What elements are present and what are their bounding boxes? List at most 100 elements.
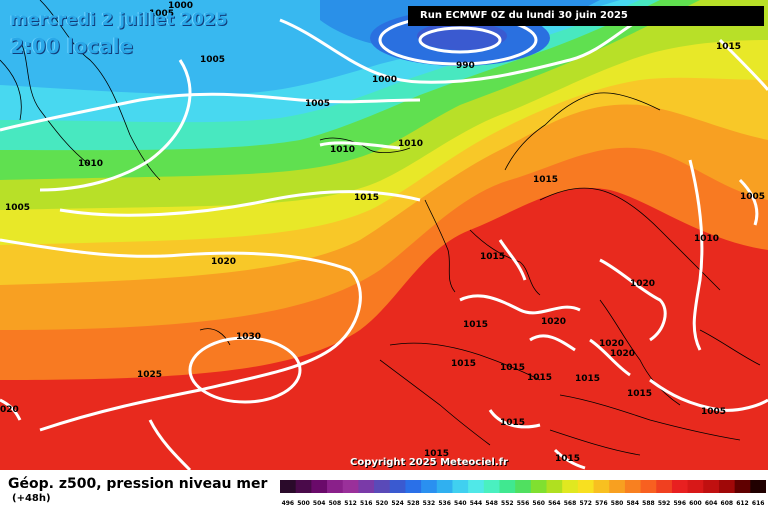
legend-tick-label: 576 [595,500,608,507]
legend-tick-label: 496 [282,500,295,507]
isobar-label: 990 [456,61,475,71]
isobar-label: 1010 [398,139,423,149]
coastlines [0,0,761,456]
lead-time: (+48h) [12,493,51,504]
isobar-label: 1020 [541,317,566,327]
legend-swatch [280,480,297,493]
legend-tick-label: 512 [344,500,357,507]
isobar-label: 1015 [555,454,580,464]
legend-tick-label: 532 [423,500,436,507]
isobar-label: 020 [0,405,19,415]
isobar-label: 1010 [330,145,355,155]
isobar-label: 1015 [451,359,476,369]
copyright-notice: Copyright 2025 Meteociel.fr [350,457,508,468]
isobar-label: 1010 [78,159,103,169]
legend-tick-label: 572 [579,500,592,507]
legend-swatch [718,480,736,493]
legend-tick-label: 500 [297,500,310,507]
forecast-map: 1000 1005 1005 990 1015 1000 1005 1010 1… [0,0,768,470]
isobar-label: 1015 [500,363,525,373]
legend-swatch [499,480,516,493]
isobar-label: 1015 [463,320,488,330]
legend-swatch [436,480,453,493]
legend-swatch [405,480,422,493]
legend-tick-label: 544 [470,500,483,507]
legend-swatch [562,480,579,493]
isobar-label: 1020 [630,279,655,289]
isobar-label: 1005 [740,192,765,202]
isobar-label: 1015 [627,389,652,399]
isobar-label: 1005 [701,407,726,417]
legend-tick-label: 516 [360,500,373,507]
legend-swatch [452,480,469,493]
legend-swatch [703,480,720,493]
legend-swatch [421,480,438,493]
color-scale-legend: 496 500 504 508 512 516 520 524 528 532 536 540 544 5… [280,480,766,507]
isobar-label: 1015 [500,418,525,428]
isobar-label: 1020 [211,257,236,267]
legend-swatch [671,480,689,493]
legend-swatch [750,480,766,493]
legend-swatch [311,480,328,493]
legend-tick-label: 568 [564,500,577,507]
legend-tick-label: 552 [501,500,514,507]
isobar-label: 1005 [200,55,225,65]
legend-tick-label: 596 [674,500,687,507]
isobar-label: 1015 [533,175,558,185]
forecast-date: mercredi 2 juillet 2025 [10,10,228,30]
legend-swatch [593,480,610,493]
legend-swatch [515,480,532,493]
legend-swatch [577,480,595,493]
legend-swatch [687,480,704,493]
legend-swatch [609,480,626,493]
isobar-label: 1020 [599,339,624,349]
isobar-label: 1005 [5,203,30,213]
legend-swatch [656,480,673,493]
legend-tick-label: 600 [689,500,702,507]
legend-tick-label: 616 [752,500,765,507]
legend-tick-label: 564 [548,500,561,507]
isobar-labels: 1000 1005 1005 990 1015 1000 1005 1010 1… [0,1,765,464]
legend-swatch [358,480,375,493]
legend-swatch [389,480,406,493]
legend-swatch [483,480,500,493]
forecast-local-time: 2:00 locale [10,34,134,58]
legend-tick-label: 508 [329,500,342,507]
legend-tick-label: 588 [642,500,655,507]
legend-tick-label: 520 [376,500,389,507]
legend-swatch [734,480,751,493]
legend-tick-label: 548 [485,500,498,507]
legend-tick-label: 604 [705,500,718,507]
isobar-label: 1005 [149,9,174,19]
isobar-label: 1015 [480,252,505,262]
legend-tick-label: 584 [626,500,639,507]
isobar-label: 1015 [716,42,741,52]
legend-tick-label: 580 [611,500,624,507]
isobar-label: 1015 [424,449,449,459]
legend-footer: Géop. z500, pression niveau mer (+48h) 4… [0,470,768,512]
legend-tick-label: 536 [438,500,451,507]
isobar-label: 1010 [694,234,719,244]
legend-tick-label: 612 [736,500,749,507]
legend-tick-label: 524 [391,500,404,507]
isobar-label: 1000 [168,1,193,11]
isobar-label: 1030 [236,332,261,342]
isobar-label: 1015 [527,373,552,383]
legend-tick-label: 560 [532,500,545,507]
legend-tick-label: 556 [517,500,530,507]
legend-tick-label: 540 [454,500,467,507]
legend-swatch [624,480,642,493]
legend-swatch [546,480,563,493]
isobar-label: 1000 [372,75,397,85]
isobar-label: 1020 [610,349,635,359]
legend-swatch [295,480,312,493]
isobar-label: 1015 [354,193,379,203]
legend-tick-label: 504 [313,500,326,507]
model-run-banner: Run ECMWF 0Z du lundi 30 juin 2025 [408,6,764,26]
legend-tick-label: 608 [721,500,734,507]
legend-swatch [530,480,548,493]
legend-swatch [327,480,344,493]
isobar-label: 1005 [305,99,330,109]
legend-swatch [468,480,485,493]
